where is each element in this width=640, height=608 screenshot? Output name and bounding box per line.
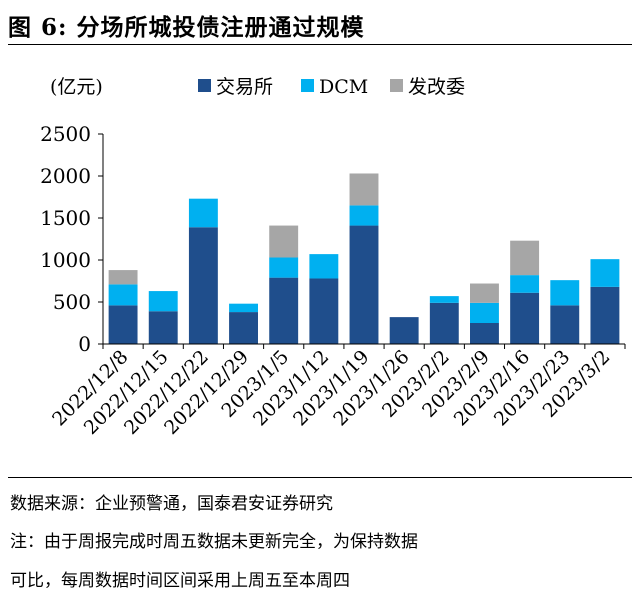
bar-segment: [309, 254, 339, 279]
bar-segment: [510, 240, 540, 276]
footnote-line-2: 可比，每周数据时间区间采用上周五至本周四: [10, 571, 350, 591]
bar-segment: [470, 323, 499, 344]
legend-label: 交易所: [216, 76, 273, 98]
bar-segment: [429, 302, 459, 344]
bar-segment: [108, 284, 138, 306]
bar-segment: [470, 302, 499, 323]
legend: 交易所 DCM 发改委: [198, 76, 465, 98]
legend-swatch: [198, 79, 211, 92]
bar-segment: [108, 270, 138, 285]
source-note: 数据来源：企业预警通，国泰君安证券研究: [10, 494, 333, 514]
bar-segment: [188, 198, 218, 228]
legend-label: DCM: [319, 76, 368, 98]
bar-segment: [349, 225, 379, 344]
y-tick-label: 2000: [40, 164, 91, 188]
bar-segment: [229, 303, 258, 313]
bar-segment: [510, 292, 540, 344]
stacked-bar-chart: (亿元) 交易所 DCM 发改委 0 500 1000 1500 2000 2500 2022…: [40, 76, 626, 439]
y-axis: 0 500 1000 1500 2000 2500: [40, 122, 104, 356]
bar-segment: [349, 173, 379, 206]
bar-segment: [590, 286, 620, 344]
bar-segment: [269, 225, 299, 258]
y-tick-label: 1000: [40, 248, 91, 272]
bar-segment: [108, 305, 138, 344]
figure-title: 图 6: 分场所城投债注册通过规模: [8, 14, 365, 41]
y-tick-label: 2500: [40, 122, 91, 146]
y-tick-label: 500: [53, 290, 91, 314]
footnote-line-1: 注：由于周报完成时周五数据未更新完全，为保持数据: [10, 532, 418, 552]
bar-segment: [550, 305, 580, 344]
bar-segment: [510, 275, 540, 293]
bar-segment: [429, 296, 459, 303]
bar-segment: [148, 311, 178, 344]
bar-segment: [269, 257, 299, 278]
bottom-rule: [8, 477, 632, 478]
y-unit-label: (亿元): [50, 76, 103, 98]
x-axis: 2022/12/82022/12/152022/12/222022/12/292…: [48, 343, 626, 439]
bar-segment: [229, 312, 258, 344]
legend-label: 发改委: [408, 76, 465, 98]
bar-segment: [188, 227, 218, 344]
bar-segment: [389, 317, 419, 344]
y-tick-label: 0: [78, 332, 91, 356]
bar-segment: [470, 283, 499, 303]
bar-segment: [148, 291, 178, 312]
top-rule: [8, 44, 632, 45]
bar-segment: [590, 259, 620, 287]
legend-swatch: [301, 79, 314, 92]
bar-segment: [269, 277, 299, 344]
y-tick-label: 1500: [40, 206, 91, 230]
bar-segment: [309, 278, 339, 344]
bar-segment: [550, 280, 580, 306]
bars: [108, 173, 620, 344]
legend-swatch: [390, 79, 403, 92]
bar-segment: [349, 205, 379, 226]
